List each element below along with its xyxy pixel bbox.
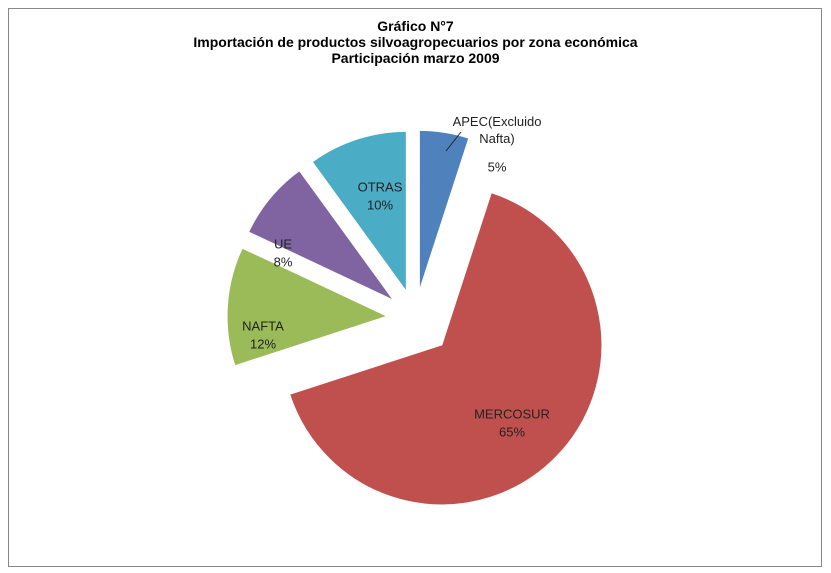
- pie-slice: [311, 130, 407, 293]
- slice-value: 8%: [273, 254, 293, 270]
- slice-label: APEC(Excluido Nafta): [452, 114, 542, 146]
- pie-slice: [289, 192, 603, 506]
- slice-value: 65%: [498, 424, 526, 440]
- slice-label: NAFTA: [242, 318, 284, 334]
- slice-value: 5%: [487, 159, 507, 175]
- slice-value: 12%: [249, 336, 277, 352]
- leader-line: [445, 131, 462, 152]
- slice-label: UE: [273, 236, 293, 252]
- slice-value: 10%: [366, 197, 394, 213]
- pie-slice: [226, 247, 389, 367]
- slice-label: OTRAS: [357, 179, 403, 195]
- chart-title: Participación marzo 2009: [331, 50, 500, 66]
- chart-title: Gráfico N°7: [377, 18, 454, 34]
- chart-title: Importación de productos silvoagropecuar…: [193, 34, 638, 50]
- pie-slice: [418, 129, 470, 291]
- slice-label: MERCOSUR: [474, 406, 550, 422]
- pie-slice: [247, 170, 394, 301]
